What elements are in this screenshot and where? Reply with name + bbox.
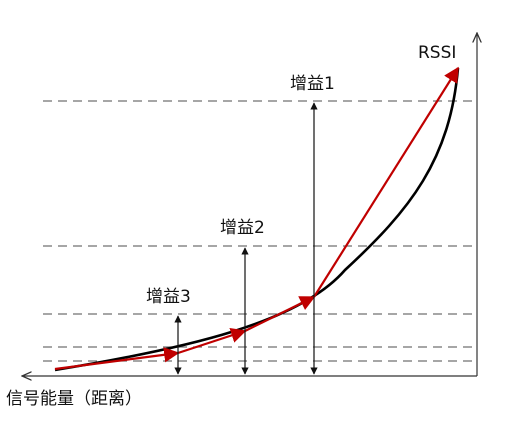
approx-segment-2 — [177, 328, 247, 355]
linear-approximation — [54, 66, 459, 371]
gain-3-label: 增益3 — [146, 287, 191, 307]
approx-segment-3 — [244, 296, 316, 332]
approx-segment-1 — [54, 347, 180, 371]
y-axis-label: RSSI — [418, 43, 456, 63]
dashed-reference-lines — [43, 100, 477, 362]
gain-2-label: 增益2 — [220, 218, 265, 238]
gain-arrows — [174, 102, 318, 375]
gain-1-label: 增益1 — [290, 74, 335, 94]
approx-segment-4 — [313, 66, 459, 298]
x-axis-label: 信号能量（距离） — [6, 389, 142, 409]
